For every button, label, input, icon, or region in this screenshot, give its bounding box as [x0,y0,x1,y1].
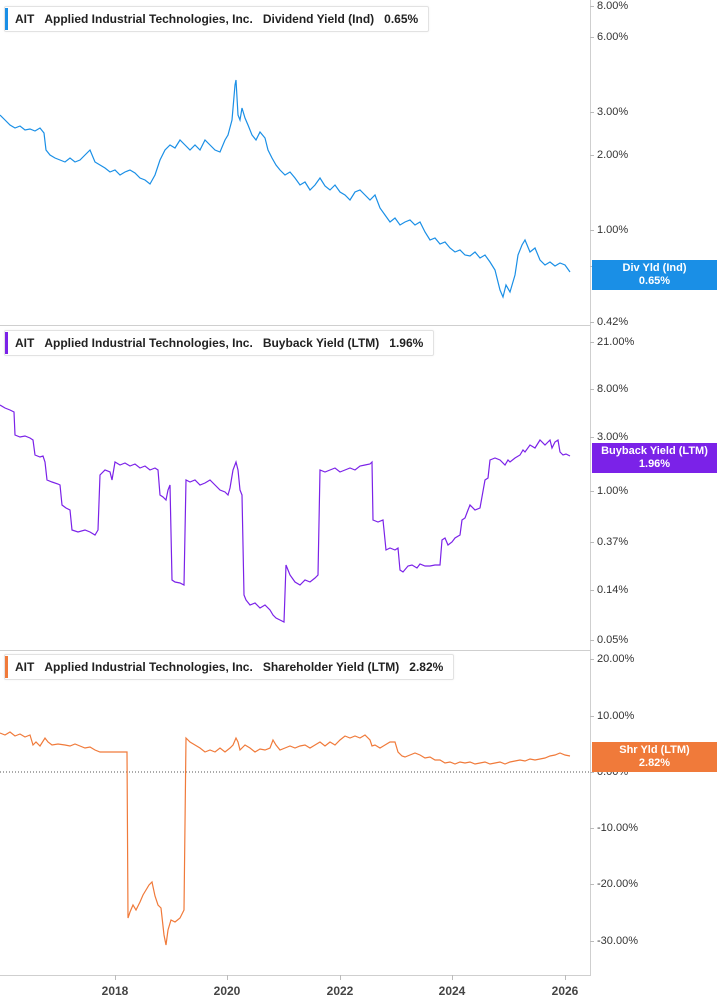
buyback-value-tag: Buyback Yield (LTM) 1.96% [592,443,717,473]
y-tick: 10.00% [589,710,635,722]
x-tick-label: 2020 [213,984,241,998]
company-name: Applied Industrial Technologies, Inc. [44,660,253,674]
shareholder-legend: AIT Applied Industrial Technologies, Inc… [4,654,455,680]
company-name: Applied Industrial Technologies, Inc. [44,336,253,350]
y-tick: 0.37% [589,536,629,548]
y-tick: 20.00% [589,653,635,665]
tag-value: 0.65% [638,275,671,287]
y-tick: 3.00% [589,431,629,443]
shareholder-yield-chart[interactable] [0,0,590,975]
buyback-swatch [5,332,8,354]
x-tick-mark [565,975,566,980]
tag-label: Shr Yld (LTM) [619,744,690,756]
x-tick-label: 2022 [326,984,354,998]
y-tick: -20.00% [590,878,638,890]
y-axis-line [590,0,591,975]
y-tick: 8.00% [589,383,629,395]
buyback-legend: AIT Applied Industrial Technologies, Inc… [4,330,435,356]
company-name: Applied Industrial Technologies, Inc. [44,12,253,26]
shareholder-swatch [5,656,8,678]
x-tick-mark [227,975,228,980]
y-tick: 0.05% [589,634,629,646]
metric-name: Shareholder Yield (LTM) [262,660,400,674]
dividend-yield-chart[interactable] [0,0,590,325]
y-tick: 6.00% [589,31,629,43]
x-tick-label: 2026 [551,984,579,998]
y-tick: 2.00% [589,149,629,161]
x-axis-line [0,975,591,976]
y-tick: 0.42% [589,316,629,328]
y-tick: 8.00% [589,0,629,12]
dividend-swatch [5,8,8,30]
panel-separator [0,325,590,326]
panel-separator [0,650,590,651]
y-tick: 3.00% [589,106,629,118]
shareholder-value-tag: Shr Yld (LTM) 2.82% [592,742,717,772]
metric-name: Buyback Yield (LTM) [262,336,380,350]
y-tick: 21.00% [589,336,635,348]
tag-value: 2.82% [638,757,671,769]
x-tick-mark [115,975,116,980]
y-tick: -10.00% [590,822,638,834]
metric-value: 0.65% [384,12,419,26]
y-tick: 1.00% [589,485,629,497]
dividend-value-tag: Div Yld (Ind) 0.65% [592,260,717,290]
x-tick-label: 2024 [438,984,466,998]
x-tick-label: 2018 [101,984,129,998]
tag-label: Buyback Yield (LTM) [601,445,708,457]
ticker-label: AIT [15,12,35,26]
tag-value: 1.96% [638,458,671,470]
metric-value: 1.96% [389,336,424,350]
buyback-yield-chart[interactable] [0,0,590,650]
x-tick-mark [340,975,341,980]
y-tick: 1.00% [589,224,629,236]
y-tick: 0.14% [589,584,629,596]
dividend-legend: AIT Applied Industrial Technologies, Inc… [4,6,430,32]
metric-value: 2.82% [409,660,444,674]
metric-name: Dividend Yield (Ind) [262,12,375,26]
tag-label: Div Yld (Ind) [622,262,687,274]
ticker-label: AIT [15,336,35,350]
ticker-label: AIT [15,660,35,674]
y-tick: -30.00% [590,935,638,947]
x-tick-mark [452,975,453,980]
